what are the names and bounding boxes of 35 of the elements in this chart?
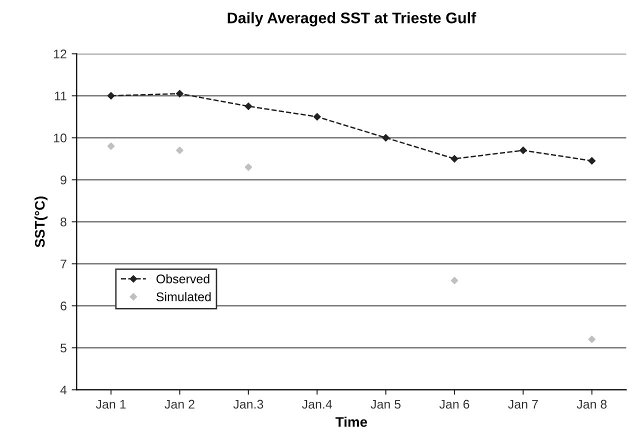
x-tick-label: Jan 5	[370, 400, 401, 409]
x-tick-label: Jan 1	[96, 400, 126, 409]
point	[244, 102, 252, 110]
x-tick-label: Jan 8	[576, 400, 607, 409]
point	[520, 146, 527, 154]
chart-title: Daily Averaged SST at Trieste Gulf	[228, 12, 476, 26]
point	[244, 164, 252, 171]
y-tick-label: 8	[60, 218, 66, 226]
x-tick-label: Jan 2	[164, 400, 194, 409]
legend-label: Simulated	[156, 292, 211, 302]
y-tick-label: 12	[54, 50, 66, 58]
point	[107, 92, 115, 100]
point	[450, 155, 458, 162]
x-tick-label: Jan 6	[439, 400, 470, 409]
point	[313, 113, 321, 120]
point	[176, 146, 184, 154]
y-tick-label: 7	[60, 260, 66, 268]
point	[176, 90, 184, 98]
point	[107, 142, 115, 150]
y-tick-label: 10	[54, 134, 66, 142]
point	[588, 157, 596, 164]
x-tick-label: Jan 7	[508, 400, 538, 409]
legend-label: Observed	[156, 274, 210, 284]
y-tick-label: 5	[60, 344, 66, 352]
point	[588, 336, 596, 343]
y-axis-title: SST(°C)	[34, 196, 48, 248]
x-tick-label: Jan.4	[302, 400, 332, 409]
point	[450, 276, 458, 284]
point	[382, 134, 390, 142]
y-tick-label: 4	[60, 386, 67, 394]
y-tick-label: 11	[54, 92, 66, 100]
x-axis-title: Time	[336, 416, 368, 427]
y-tick-label: 6	[60, 302, 66, 310]
x-tick-label: Jan.3	[233, 400, 264, 409]
y-tick-label: 9	[60, 176, 66, 184]
